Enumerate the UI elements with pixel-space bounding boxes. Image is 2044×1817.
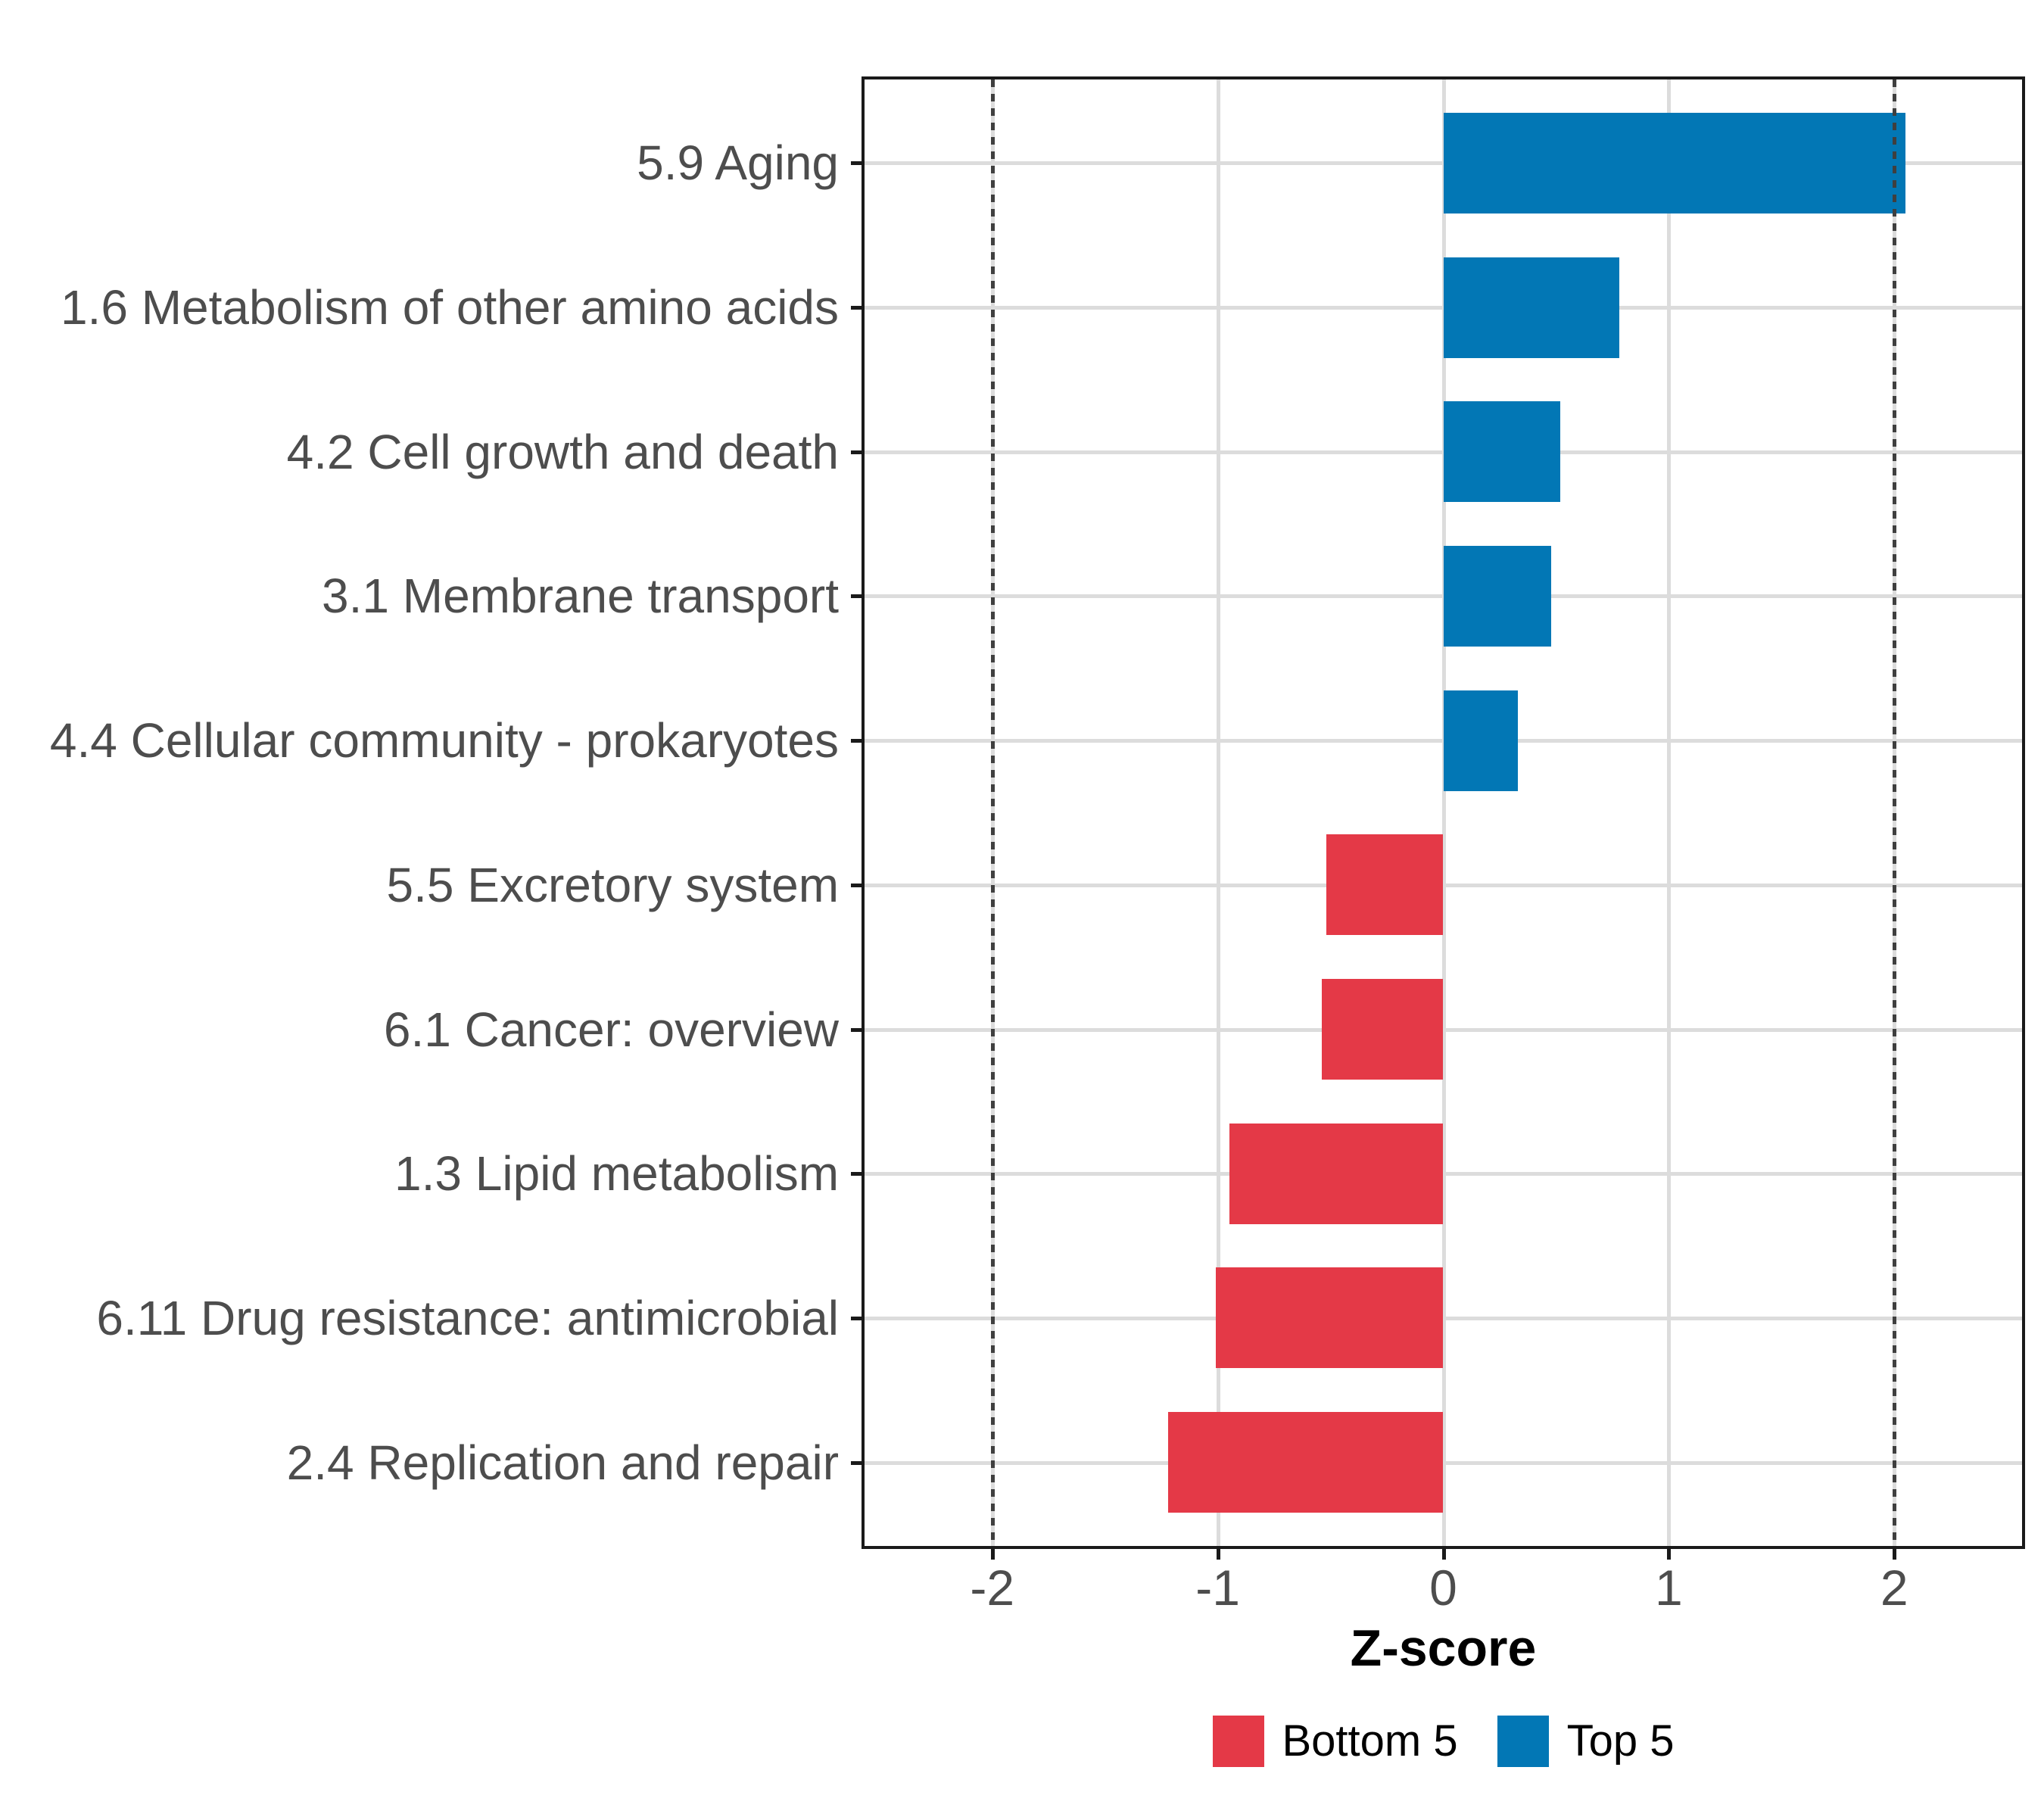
y-tick-mark [851,306,862,310]
y-tick-mark [851,161,862,166]
y-tick-mark [851,1172,862,1177]
bar [1215,1267,1444,1369]
y-axis-label: 2.4 Replication and repair [286,1435,839,1490]
x-tick-mark [990,1549,995,1560]
vertical-gridline [1667,79,1672,1546]
x-tick-label: 1 [1655,1560,1683,1616]
y-axis-label: 5.9 Aging [637,136,839,191]
legend-color-swatch [1212,1716,1264,1767]
horizontal-gridline [865,1460,2022,1465]
horizontal-gridline [865,883,2022,887]
bar [1168,1412,1444,1513]
bar [1443,257,1619,358]
y-tick-mark [851,594,862,599]
reference-line [990,79,995,1546]
x-tick-mark [1441,1549,1446,1560]
y-axis-label: 4.4 Cellular community - prokaryotes [49,713,839,768]
y-axis-label: 1.6 Metabolism of other amino acids [60,280,839,335]
y-axis-label: 6.11 Drug resistance: antimicrobial [96,1290,839,1345]
y-tick-mark [851,739,862,743]
horizontal-gridline [865,1172,2022,1177]
bar [1443,401,1561,503]
vertical-gridline [1216,79,1220,1546]
bar [1326,834,1444,936]
x-tick-mark [1216,1549,1220,1560]
bar [1229,1123,1444,1224]
x-tick-label: 2 [1880,1560,1908,1616]
bar [1443,690,1518,791]
y-axis-label: 3.1 Membrane transport [322,569,839,624]
y-axis-label: 1.3 Lipid metabolism [394,1146,839,1201]
vertical-gridline [1441,79,1446,1546]
legend-color-swatch [1497,1716,1549,1767]
x-tick-label: 0 [1429,1560,1457,1616]
legend-item: Bottom 5 [1212,1716,1458,1767]
x-tick-mark [1667,1549,1672,1560]
y-axis-label: 6.1 Cancer: overview [383,1002,839,1057]
y-axis-label: 5.5 Excretory system [386,857,840,912]
y-tick-mark [851,883,862,887]
legend: Bottom 5 Top 5 [1212,1716,1675,1767]
legend-item: Top 5 [1497,1716,1675,1767]
x-tick-mark [1893,1549,1897,1560]
legend-label: Bottom 5 [1282,1716,1458,1766]
x-axis-title: Z-score [1350,1619,1537,1677]
horizontal-gridline [865,1316,2022,1320]
horizontal-gridline [865,1027,2022,1032]
y-tick-mark [851,1316,862,1320]
reference-line [1893,79,1897,1546]
legend-label: Top 5 [1566,1716,1675,1766]
y-tick-mark [851,450,862,454]
x-tick-label: -2 [970,1560,1015,1616]
bar [1443,112,1906,213]
y-tick-mark [851,1027,862,1032]
plot-panel [862,76,2025,1549]
x-tick-label: -1 [1195,1560,1240,1616]
bar [1443,545,1552,647]
y-axis-label: 4.2 Cell growth and death [286,424,839,479]
y-tick-mark [851,1460,862,1465]
bar [1321,979,1444,1080]
